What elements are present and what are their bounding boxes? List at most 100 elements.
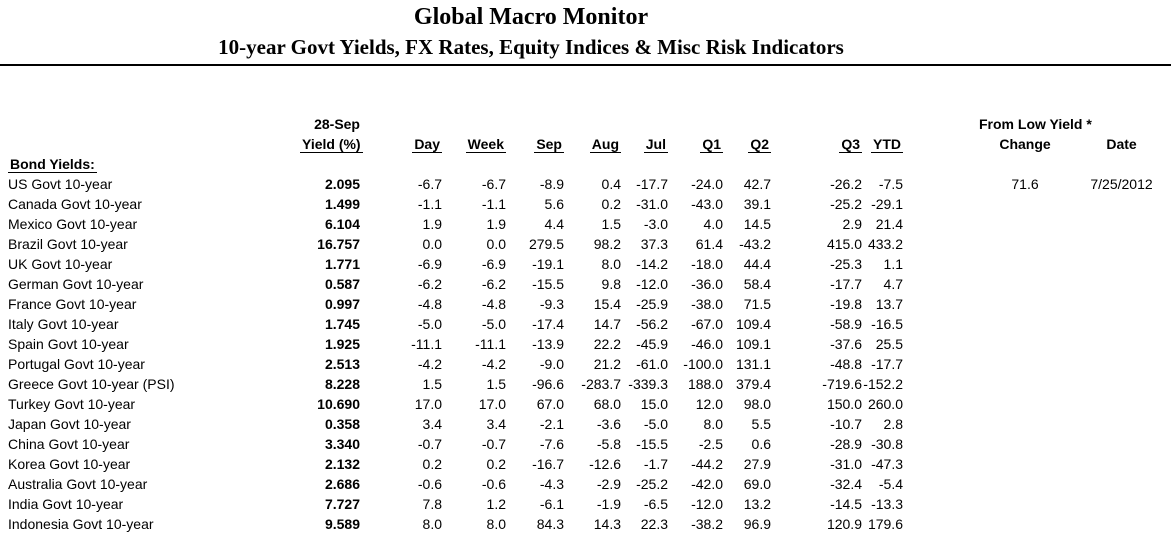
table-row: US Govt 10-year 2.095 -6.7 -6.7 -8.9 0.4 -17.7… — [0, 174, 1168, 194]
cell-q2: 96.9 — [743, 516, 771, 532]
cell-q2: 58.4 — [743, 276, 771, 292]
cell-ytd: -29.1 — [871, 196, 903, 212]
cell-q2: 109.1 — [735, 336, 771, 352]
cell-label: Korea Govt 10-year — [8, 456, 131, 472]
cell-week: -4.8 — [481, 296, 506, 312]
cell-q1: -42.0 — [691, 476, 723, 492]
gap-cell — [903, 114, 975, 134]
cell-date — [1075, 274, 1168, 294]
table-row: Indonesia Govt 10-year 9.589 8.0 8.0 84.3 14.… — [0, 514, 1168, 534]
cell-aug: -12.6 — [589, 456, 621, 472]
col-header-change-cell: Change — [975, 134, 1075, 154]
cell-q2: 44.4 — [743, 256, 771, 272]
cell-q3: -19.8 — [830, 296, 862, 312]
cell-gap — [903, 254, 975, 274]
cell-aug: 0.4 — [601, 176, 621, 192]
yield-date-header: 28-Sep — [314, 116, 360, 132]
cell-week: -11.1 — [475, 336, 506, 352]
cell-jul: 15.0 — [640, 396, 668, 412]
cell-sep: -8.9 — [539, 176, 564, 192]
cell-day: -0.7 — [417, 436, 442, 452]
cell-gap — [903, 354, 975, 374]
cell-yield: 10.690 — [317, 396, 360, 412]
cell-yield: 9.589 — [324, 516, 360, 532]
cell-yield: 8.228 — [324, 376, 360, 392]
cell-date — [1075, 474, 1168, 494]
col-header-q2-cell: Q2 — [723, 134, 771, 154]
table-row: Canada Govt 10-year 1.499 -1.1 -1.1 5.6 0.2 -3… — [0, 194, 1168, 214]
cell-gap — [903, 174, 975, 194]
cell-ytd: 1.1 — [883, 256, 903, 272]
cell-day: 0.2 — [422, 456, 442, 472]
cell-ytd: -17.7 — [871, 356, 903, 372]
header-row-top: 28-Sep From Low Yield * — [0, 114, 1168, 134]
cell-jul: -12.0 — [636, 276, 668, 292]
cell-q2: 39.1 — [743, 196, 771, 212]
cell-q3: -14.5 — [830, 496, 862, 512]
cell-label: Turkey Govt 10-year — [8, 396, 136, 412]
col-header-q2: Q2 — [748, 136, 771, 153]
cell-q2: 0.6 — [751, 436, 771, 452]
cell-aug: 22.2 — [593, 336, 621, 352]
cell-aug: -1.9 — [596, 496, 621, 512]
cell-ytd: 260.0 — [867, 396, 903, 412]
col-header-sep: Sep — [534, 136, 564, 153]
cell-sep: -4.3 — [539, 476, 564, 492]
cell-q1: 61.4 — [695, 236, 723, 252]
section-label: Bond Yields: — [8, 156, 97, 173]
cell-q2: 5.5 — [751, 416, 771, 432]
cell-aug: 21.2 — [593, 356, 621, 372]
cell-q2: 42.7 — [743, 176, 771, 192]
cell-change — [975, 514, 1075, 534]
cell-day: -6.2 — [417, 276, 442, 292]
cell-sep: -6.1 — [539, 496, 564, 512]
cell-q1: -18.0 — [691, 256, 723, 272]
cell-jul: -31.0 — [636, 196, 668, 212]
table-row: France Govt 10-year 0.997 -4.8 -4.8 -9.3 15.4… — [0, 294, 1168, 314]
table-row: Turkey Govt 10-year 10.690 17.0 17.0 67.0 68.… — [0, 394, 1168, 414]
cell-aug: 14.7 — [593, 316, 621, 332]
cell-change — [975, 274, 1075, 294]
cell-label: Japan Govt 10-year — [8, 416, 131, 432]
cell-day: -1.1 — [417, 196, 442, 212]
cell-q1: -43.0 — [691, 196, 723, 212]
cell-q3: -37.6 — [830, 336, 862, 352]
cell-q3: 2.9 — [842, 216, 862, 232]
col-header-q1: Q1 — [700, 136, 723, 153]
cell-gap — [903, 334, 975, 354]
yield-date-header-cell: 28-Sep — [300, 114, 360, 134]
cell-q3: 150.0 — [826, 396, 862, 412]
col-header-week-cell: Week — [442, 134, 506, 154]
table-row: Korea Govt 10-year 2.132 0.2 0.2 -16.7 -12.6 -… — [0, 454, 1168, 474]
cell-day: 0.0 — [422, 236, 442, 252]
table-row: Italy Govt 10-year 1.745 -5.0 -5.0 -17.4 14.7… — [0, 314, 1168, 334]
cell-day: 1.9 — [422, 216, 442, 232]
cell-gap — [903, 274, 975, 294]
cell-week: -0.6 — [481, 476, 506, 492]
cell-label: Brazil Govt 10-year — [8, 236, 128, 252]
cell-q2: 69.0 — [743, 476, 771, 492]
table-row: German Govt 10-year 0.587 -6.2 -6.2 -15.5 9.8… — [0, 274, 1168, 294]
cell-jul: -1.7 — [643, 456, 668, 472]
cell-week: -6.9 — [481, 256, 506, 272]
table-row: Australia Govt 10-year 2.686 -0.6 -0.6 -4.3 -… — [0, 474, 1168, 494]
cell-q3: 120.9 — [826, 516, 862, 532]
col-header-day-cell: Day — [360, 134, 442, 154]
col-header-q3: Q3 — [839, 136, 862, 153]
cell-sep: -96.6 — [532, 376, 564, 392]
cell-q3: -48.8 — [830, 356, 862, 372]
cell-date — [1075, 354, 1168, 374]
col-header-date-cell: Date — [1075, 134, 1168, 154]
cell-q1: -12.0 — [691, 496, 723, 512]
section-cell: Bond Yields: — [0, 154, 1168, 174]
cell-week: 0.0 — [486, 236, 506, 252]
cell-gap — [903, 294, 975, 314]
table-row: India Govt 10-year 7.727 7.8 1.2 -6.1 -1.9 -6.… — [0, 494, 1168, 514]
cell-week: 8.0 — [486, 516, 506, 532]
cell-week: -6.2 — [481, 276, 506, 292]
col-header-date: Date — [1106, 136, 1137, 152]
cell-date — [1075, 194, 1168, 214]
cell-change — [975, 334, 1075, 354]
cell-gap — [903, 214, 975, 234]
cell-week: 17.0 — [478, 396, 506, 412]
